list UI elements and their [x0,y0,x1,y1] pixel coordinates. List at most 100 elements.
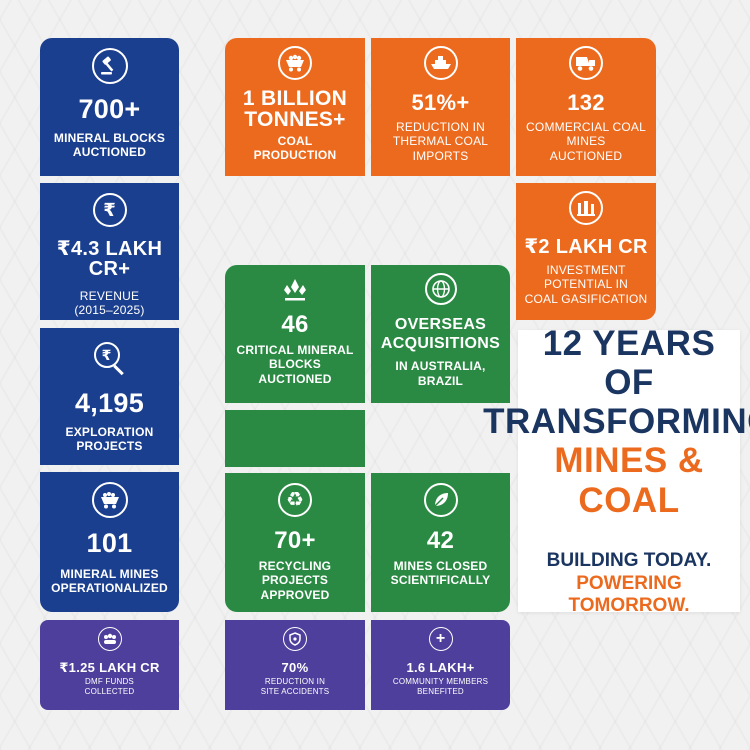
stat-label-line: AUCTIONED [72,145,147,160]
stat-value: 132 [567,90,605,115]
headline-line-1: 12 YEARS OF [542,323,716,403]
stat-value: 101 [86,528,133,558]
stat-label: REVENUE (2015–2025) [74,289,144,318]
stat-tile-coal-imports: 51%+ REDUCTION IN THERMAL COAL IMPORTS [371,38,510,176]
stat-tile-community: + 1.6 LAKH+ COMMUNITY MEMBERS BENEFITED [371,620,510,710]
stat-label: CRITICAL MINERAL BLOCKS AUCTIONED [237,343,354,386]
stat-label-line: COMMUNITY MEMBERS [392,677,489,686]
stat-label-line: MINES [566,134,606,149]
stat-label-line: DMF FUNDS [85,677,134,686]
stat-label: REDUCTION IN THERMAL COAL IMPORTS [393,120,488,163]
stat-label-line: RECYCLING [258,559,332,573]
factory-icon [569,191,603,225]
stat-tile-dmf-funds: ₹1.25 LAKH CR DMF FUNDS COLLECTED [40,620,179,710]
stat-value: ₹1.25 LAKH CR [59,660,160,675]
dump-truck-icon [569,46,603,80]
stat-label: IN AUSTRALIA, BRAZIL [395,359,485,388]
stat-tile-recycling: ♻ 70+ RECYCLING PROJECTS APPROVED [225,473,365,612]
leaf-icon [423,483,458,517]
stat-value: 51%+ [411,90,470,115]
stat-label-line: REDUCTION IN [395,120,486,134]
stat-value: ₹2 LAKH CR [524,236,648,258]
rupee-icon: ₹ [92,193,127,227]
stat-label-line: BLOCKS [269,357,321,372]
stat-label: EXPLORATION PROJECTS [66,425,154,454]
stat-label-line: IMPORTS [412,148,469,163]
stat-label: MINERAL BLOCKS AUCTIONED [54,131,165,160]
stat-label-line: MINES CLOSED [393,559,488,573]
stat-label-line: MINERAL MINES [60,567,159,581]
stat-label-line: BENEFITED [417,686,464,696]
headline-card: 12 YEARS OF TRANSFORMING MINES & COAL BU… [483,324,750,617]
globe-icon [424,273,457,305]
stat-value: 70% [281,660,309,675]
ship-icon [423,46,458,80]
stat-tile-overseas-acquisitions: OVERSEAS ACQUISITIONS IN AUSTRALIA, BRAZ… [371,265,510,403]
stat-label-line: PROJECTS [261,573,329,588]
spacer-tile [225,410,365,467]
stat-tile-mines-closed: 42 MINES CLOSED SCIENTIFICALLY [371,473,510,612]
stat-value-line: ACQUISITIONS [380,335,501,353]
stat-label-line: CRITICAL MINERAL [236,343,354,357]
stat-value: 700+ [78,94,141,124]
stat-label-line: REDUCTION IN [264,677,326,686]
coal-cart-icon [278,46,312,80]
stat-value-line: OVERSEAS [394,316,487,333]
stat-tile-site-accidents: 70% REDUCTION IN SITE ACCIDENTS [225,620,365,710]
stat-value: 1 BILLION TONNES+ [243,88,347,130]
stat-label-line: BRAZIL [417,373,464,388]
stat-label: DMF FUNDS COLLECTED [85,677,135,696]
stat-label: MINERAL MINES OPERATIONALIZED [51,567,168,596]
rupee-search-icon: ₹ [92,340,128,376]
stat-tile-critical-minerals: 46 CRITICAL MINERAL BLOCKS AUCTIONED [225,265,365,403]
stat-label-line: THERMAL COAL [392,134,489,149]
stat-tile-mineral-mines: 101 MINERAL MINES OPERATIONALIZED [40,472,179,612]
stat-label: INVESTMENT POTENTIAL IN COAL GASIFICATIO… [525,263,648,306]
recycle-icon: ♻ [278,483,312,517]
stat-value: OVERSEAS ACQUISITIONS [381,315,500,353]
tagline-line-2: POWERING TOMORROW. [568,572,690,617]
stat-tile-coal-production: 1 BILLION TONNES+ COAL PRODUCTION [225,38,365,176]
plus-icon: + [428,627,453,651]
stat-label-line: COLLECTED [84,686,135,696]
stat-label-line: PRODUCTION [253,148,337,163]
stat-label: RECYCLING PROJECTS APPROVED [259,559,331,602]
stat-value: 1.6 LAKH+ [406,660,475,675]
stat-tile-exploration: ₹ 4,195 EXPLORATION PROJECTS [40,328,179,465]
stat-label: REDUCTION IN SITE ACCIDENTS [261,677,330,696]
stat-value-line: TONNES+ [244,108,346,131]
stat-label-line: MINERAL BLOCKS [53,131,166,145]
headline-line-3: MINES & COAL [554,441,704,520]
stat-tile-mineral-blocks: 700+ MINERAL BLOCKS AUCTIONED [40,38,179,176]
shield-icon [283,627,307,651]
stat-label-line: SCIENTIFICALLY [390,573,491,588]
stat-value: 46 [281,311,309,338]
stat-label-line: SITE ACCIDENTS [260,686,330,696]
stat-label-line: COAL GASIFICATION [524,291,648,306]
stat-label-line: APPROVED [260,587,330,602]
stat-value-line: 1 BILLION [242,87,348,110]
crystal-icon [278,273,312,307]
headline-line-2: TRANSFORMING [483,402,750,442]
stat-label-line: OPERATIONALIZED [51,581,168,596]
stat-label-line: PROJECTS [76,439,143,454]
stat-label-line: IN AUSTRALIA, [395,359,486,374]
tagline-line-1: BUILDING TODAY. [546,549,712,571]
stat-label-line: (2015–2025) [74,303,145,318]
stat-label: MINES CLOSED SCIENTIFICALLY [391,559,491,588]
stat-label-line: COMMERCIAL COAL [526,120,646,134]
stat-value: 4,195 [74,388,145,418]
gavel-icon [91,48,128,84]
stat-label-line: AUCTIONED [549,148,623,163]
stat-label-line: INVESTMENT [546,263,626,277]
stat-tile-coal-gasification: ₹2 LAKH CR INVESTMENT POTENTIAL IN COAL … [516,183,656,320]
stat-label: COMMUNITY MEMBERS BENEFITED [393,677,488,696]
stat-label-line: POTENTIAL IN [544,277,628,292]
stat-value: 42 [426,527,455,554]
stat-label-line: COAL [277,134,313,148]
stat-label: COMMERCIAL COAL MINES AUCTIONED [526,120,646,163]
stat-tile-commercial-mines: 132 COMMERCIAL COAL MINES AUCTIONED [516,38,656,176]
stat-label-line: AUCTIONED [258,371,332,386]
stat-tile-revenue: ₹ ₹4.3 LAKH CR+ REVENUE (2015–2025) [40,183,179,320]
mine-cart-icon [91,482,128,518]
